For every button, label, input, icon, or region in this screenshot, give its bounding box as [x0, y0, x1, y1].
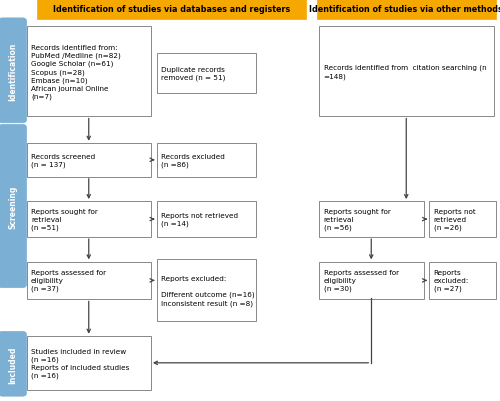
Text: Identification of studies via databases and registers: Identification of studies via databases …: [52, 5, 290, 14]
Text: Reports assessed for
eligibility
(n =30): Reports assessed for eligibility (n =30): [324, 270, 398, 292]
FancyBboxPatch shape: [26, 336, 151, 390]
FancyBboxPatch shape: [319, 27, 494, 117]
FancyBboxPatch shape: [0, 332, 26, 396]
Text: Reports excluded:

Different outcome (n=16)
Inconsistent result (n =8): Reports excluded: Different outcome (n=1…: [161, 275, 254, 306]
FancyBboxPatch shape: [26, 27, 151, 117]
FancyBboxPatch shape: [429, 202, 496, 237]
FancyBboxPatch shape: [319, 262, 424, 300]
FancyBboxPatch shape: [156, 260, 256, 322]
FancyBboxPatch shape: [0, 19, 26, 124]
Text: Reports not retrieved
(n =14): Reports not retrieved (n =14): [161, 213, 238, 227]
Text: Reports not
retrieved
(n =26): Reports not retrieved (n =26): [434, 209, 475, 231]
FancyBboxPatch shape: [26, 202, 151, 237]
Text: Reports
excluded:
(n =27): Reports excluded: (n =27): [434, 270, 469, 292]
Text: Duplicate records
removed (n = 51): Duplicate records removed (n = 51): [161, 67, 226, 81]
Text: Records excluded
(n =86): Records excluded (n =86): [161, 153, 225, 168]
FancyBboxPatch shape: [319, 202, 424, 237]
Text: Identification of studies via other methods: Identification of studies via other meth…: [310, 5, 500, 14]
FancyBboxPatch shape: [26, 262, 151, 300]
Text: Reports assessed for
eligibility
(n =37): Reports assessed for eligibility (n =37): [31, 270, 106, 292]
Text: Studies included in review
(n =16)
Reports of included studies
(n =16): Studies included in review (n =16) Repor…: [31, 348, 130, 378]
FancyBboxPatch shape: [429, 262, 496, 300]
Text: Records identified from:
PubMed /Medline (n=82)
Google Scholar (n=61)
Scopus (n=: Records identified from: PubMed /Medline…: [31, 45, 121, 99]
Text: Identification: Identification: [8, 42, 17, 100]
Text: Included: Included: [8, 345, 17, 383]
FancyBboxPatch shape: [36, 0, 306, 20]
FancyBboxPatch shape: [316, 0, 496, 20]
Text: Records identified from  citation searching (n
=148): Records identified from citation searchi…: [324, 65, 486, 79]
FancyBboxPatch shape: [156, 202, 256, 237]
Text: Reports sought for
retrieval
(n =56): Reports sought for retrieval (n =56): [324, 209, 390, 231]
Text: Records screened
(n = 137): Records screened (n = 137): [31, 153, 95, 168]
FancyBboxPatch shape: [156, 54, 256, 94]
Text: Screening: Screening: [8, 185, 17, 228]
FancyBboxPatch shape: [26, 144, 151, 177]
Text: Reports sought for
retrieval
(n =51): Reports sought for retrieval (n =51): [31, 209, 98, 231]
FancyBboxPatch shape: [156, 144, 256, 177]
FancyBboxPatch shape: [0, 125, 26, 288]
